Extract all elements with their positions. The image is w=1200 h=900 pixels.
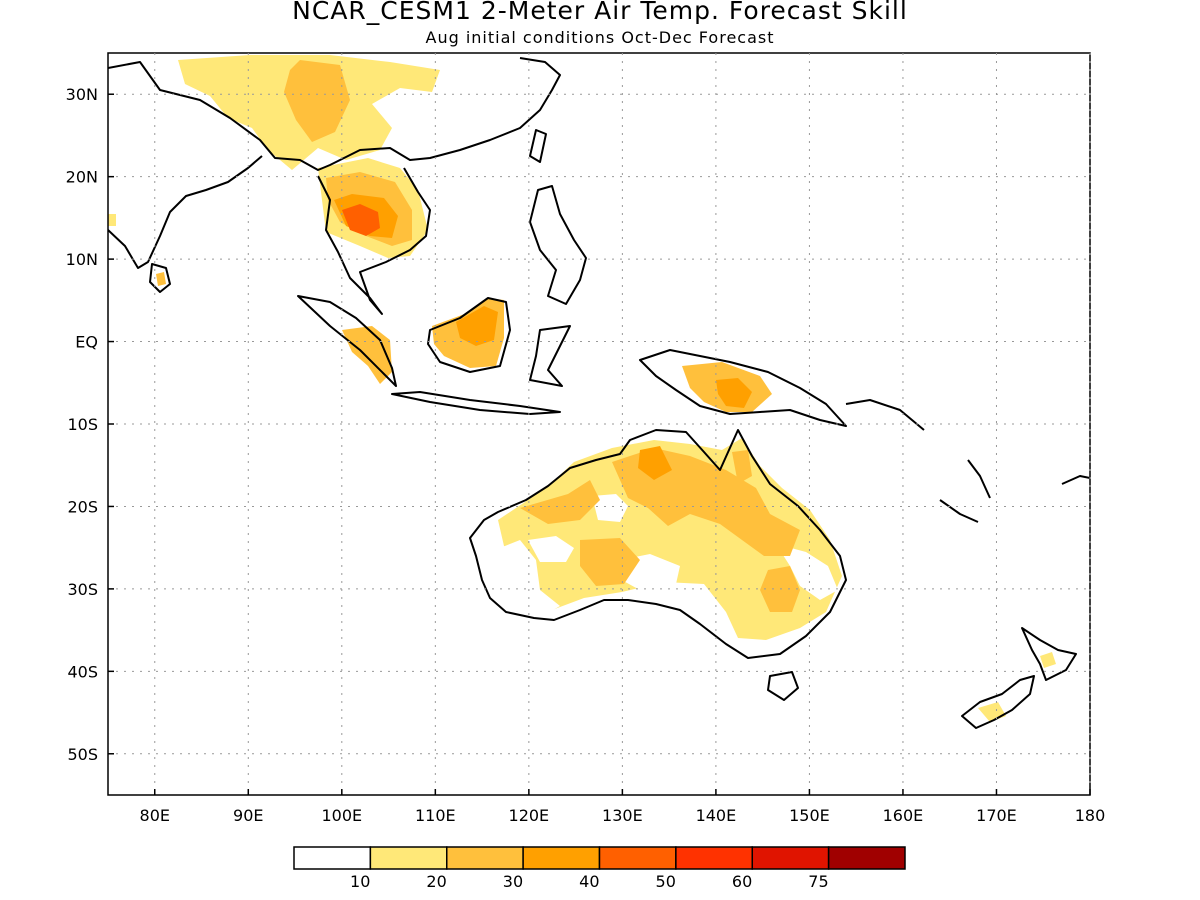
- lat-tick-label: 10N: [66, 250, 98, 269]
- skill-region-west-india: [108, 214, 116, 226]
- skill-region-tibet: [284, 60, 350, 142]
- longitude-tick-labels: 80E 90E 100E 110E 120E 130E 140E 150E 160E 170E 18…: [140, 789, 1106, 825]
- skill-region-australia-ne: [732, 450, 752, 484]
- lon-tick-label: 110E: [415, 806, 456, 825]
- lon-tick-label: 80E: [140, 806, 170, 825]
- colorbar-swatch: [522, 846, 601, 870]
- lon-tick-label: 90E: [233, 806, 263, 825]
- lat-tick-label: 50S: [67, 745, 98, 764]
- coastline-new-guinea: [639, 349, 847, 427]
- colorbar-label: 10: [350, 872, 370, 891]
- coastline-indochina: [317, 167, 431, 315]
- skill-region-new-guinea-core: [716, 378, 752, 408]
- lon-tick-label: 140E: [696, 806, 737, 825]
- colorbar-swatch: [598, 846, 677, 870]
- lat-tick-label: 30S: [67, 580, 98, 599]
- colorbar-swatch: [675, 846, 753, 870]
- colorbar-label: 50: [656, 872, 676, 891]
- skill-shading: [108, 55, 1056, 722]
- coastline-pacific-islands: [845, 399, 1090, 523]
- coastline-australia: [469, 429, 847, 659]
- coastline-new-zealand-north: [1021, 627, 1077, 681]
- lon-tick-label: 100E: [321, 806, 362, 825]
- coastline-asia: [108, 57, 561, 269]
- coastline-sulawesi: [529, 325, 571, 387]
- coastlines: [108, 57, 1090, 729]
- latitude-tick-labels: 30N 20N 10N EQ 10S 20S 30S 40S 50S: [66, 85, 114, 764]
- colorbar-swatch: [369, 846, 448, 870]
- colorbar-swatch: [293, 846, 372, 870]
- skill-region-borneo-core: [456, 306, 498, 346]
- coastline-sumatra: [297, 295, 397, 387]
- plot-frame: [107, 52, 1091, 796]
- skill-region-new-zealand: [978, 702, 1006, 722]
- coastline-tasmania: [767, 671, 799, 701]
- lat-tick-label: EQ: [75, 333, 98, 352]
- colorbar-swatch: [446, 846, 524, 870]
- skill-region-australia-nc: [638, 446, 672, 480]
- lat-tick-label: 20S: [67, 497, 98, 516]
- skill-region-indochina-peak: [342, 204, 380, 236]
- colorbar-swatch: [751, 846, 830, 870]
- lon-tick-label: 160E: [883, 806, 924, 825]
- coastline-java: [391, 391, 561, 415]
- skill-region-australia-white-sw: [486, 540, 560, 614]
- coastline-philippines: [529, 185, 587, 305]
- lon-tick-label: 150E: [789, 806, 830, 825]
- skill-region-australia-c: [580, 538, 640, 586]
- lon-tick-label: 130E: [602, 806, 643, 825]
- lat-tick-label: 30N: [66, 85, 98, 104]
- coastline-borneo: [427, 297, 511, 373]
- colorbar-swatch: [827, 846, 906, 870]
- skill-region-australia-white-n: [592, 494, 628, 522]
- colorbar-label: 75: [808, 872, 828, 891]
- coastline-taiwan: [529, 129, 547, 163]
- lat-tick-label: 10S: [67, 415, 98, 434]
- colorbar-label: 30: [503, 872, 523, 891]
- colorbar: 10 20 30 40 50 60 75: [293, 846, 906, 891]
- skill-region-australia-white-e: [776, 544, 838, 600]
- skill-region-australia-white-w: [528, 536, 574, 562]
- skill-region-sri-lanka: [156, 272, 166, 286]
- lat-tick-label: 20N: [66, 168, 98, 187]
- chart-subtitle: Aug initial conditions Oct-Dec Forecast: [425, 28, 775, 47]
- colorbar-label: 60: [732, 872, 752, 891]
- chart-title: NCAR_CESM1 2-Meter Air Temp. Forecast Sk…: [292, 0, 908, 25]
- lat-tick-label: 40S: [67, 662, 98, 681]
- colorbar-label: 20: [426, 872, 446, 891]
- graticule: [108, 53, 1091, 795]
- lon-tick-label: 180: [1075, 806, 1106, 825]
- colorbar-label: 40: [579, 872, 599, 891]
- lon-tick-label: 120E: [509, 806, 550, 825]
- skill-region-australia-nw: [520, 480, 600, 524]
- lon-tick-label: 170E: [976, 806, 1017, 825]
- coastline-new-zealand-south: [961, 675, 1035, 729]
- skill-region-new-zealand-north: [1040, 652, 1056, 668]
- coastline-sri-lanka: [149, 263, 171, 293]
